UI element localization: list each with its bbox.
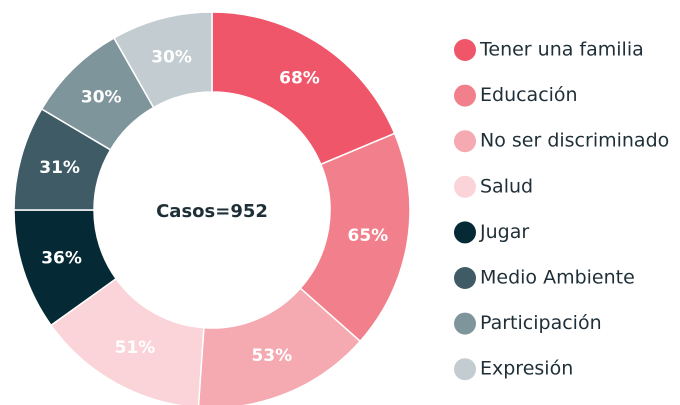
legend-swatch — [454, 221, 476, 244]
legend-swatch — [454, 267, 476, 289]
value-label: 51% — [115, 338, 156, 358]
value-label: 36% — [41, 248, 82, 268]
value-label: 65% — [348, 226, 389, 246]
legend-label: Medio Ambiente — [480, 267, 635, 289]
legend-label: Expresión — [480, 358, 573, 380]
legend-swatch — [454, 358, 476, 381]
legend-label: No ser discriminado — [480, 130, 669, 152]
value-label: 30% — [151, 47, 192, 67]
legend-swatch — [454, 39, 476, 61]
value-label: 30% — [81, 87, 122, 107]
donut-segment — [197, 287, 362, 405]
legend-label: Educación — [480, 84, 578, 106]
legend-swatch — [454, 130, 476, 153]
value-label: 53% — [251, 346, 292, 366]
legend-label: Tener una familia — [479, 39, 644, 61]
value-label: 31% — [39, 158, 80, 178]
donut-segment — [112, 11, 213, 109]
legend-swatch — [454, 312, 476, 335]
legend-label: Salud — [480, 175, 533, 197]
legend-swatch — [454, 175, 476, 198]
legend-label: Participación — [480, 312, 602, 334]
value-label: 68% — [279, 68, 320, 88]
center-label: Casos=952 — [156, 201, 268, 222]
legend-label: Jugar — [479, 221, 529, 243]
legend-swatch — [454, 84, 476, 107]
